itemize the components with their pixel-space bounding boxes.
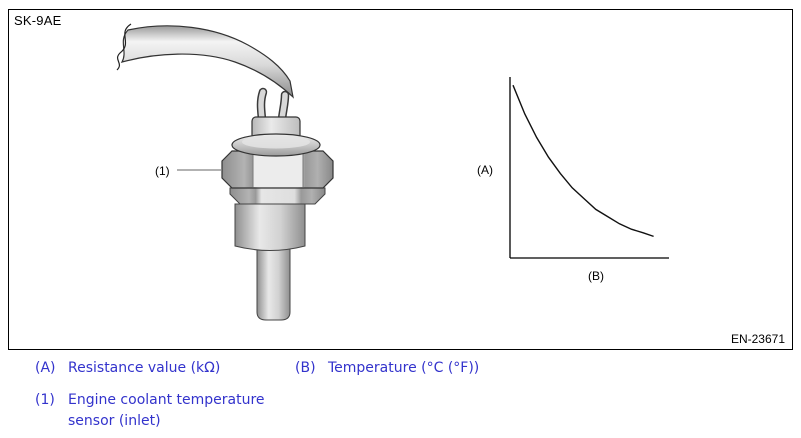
legend-tag-b: (B) <box>295 360 316 376</box>
sensor-wires <box>256 87 290 124</box>
sensor-thread-step <box>229 187 326 205</box>
resistance-curve <box>512 84 654 238</box>
wiring-harness-hose <box>116 23 294 99</box>
sensor-body-cylinder <box>234 203 306 251</box>
y-axis-label: (A) <box>477 163 493 177</box>
sensor-flange <box>231 133 321 157</box>
coolant-temp-sensor-illustration: (1) <box>116 23 334 321</box>
figure-ref-number: EN-23671 <box>730 332 785 346</box>
legend-item-resistance: (A) Resistance value (kΩ) <box>35 360 220 377</box>
sensor-hex-nut <box>221 150 334 189</box>
legend-text-a: Resistance value (kΩ) <box>68 360 221 376</box>
callout-1: (1) <box>155 164 221 178</box>
legend-text-b: Temperature (°C (°F)) <box>328 360 480 376</box>
figure-code: SK-9AE <box>14 13 62 28</box>
sensor-probe-tip <box>256 246 291 321</box>
legend-tag-a: (A) <box>35 360 56 376</box>
callout-1-label: (1) <box>155 164 170 178</box>
x-axis-label: (B) <box>588 269 604 283</box>
resistance-temperature-graph: (A) (B) <box>477 77 669 283</box>
legend-text-1: Engine coolant temperature sensor (inlet… <box>68 392 265 429</box>
legend-item-sensor: (1) Engine coolant temperature sensor (i… <box>35 390 273 432</box>
legend-tag-1: (1) <box>35 392 55 408</box>
legend-item-temperature: (B) Temperature (°C (°F)) <box>295 360 479 377</box>
figure-frame: SK-9AE <box>8 9 793 350</box>
